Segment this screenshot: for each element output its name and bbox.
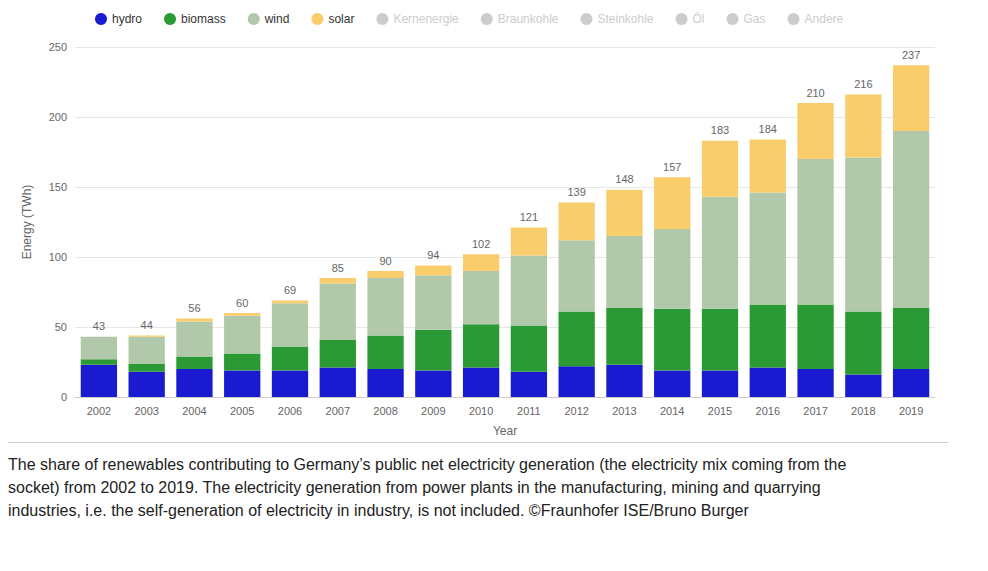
svg-text:69: 69 [284, 284, 296, 296]
svg-text:2003: 2003 [134, 405, 158, 417]
html-text:The share of renewables contri: The share of renewables contributing to … [8, 456, 847, 519]
svg-text:184: 184 [759, 123, 777, 135]
svg-text:2014: 2014 [660, 405, 684, 417]
svg-text:148: 148 [615, 173, 633, 185]
svg-text:100: 100 [49, 251, 67, 263]
svg-text:2005: 2005 [230, 405, 254, 417]
svg-text:90: 90 [379, 255, 391, 267]
svg-text:216: 216 [854, 78, 872, 90]
svg-text:50: 50 [55, 321, 67, 333]
svg-text:183: 183 [711, 124, 729, 136]
svg-text:2007: 2007 [326, 405, 350, 417]
svg-text:60: 60 [236, 297, 248, 309]
svg-text:2011: 2011 [517, 405, 541, 417]
svg-text:Braunkohle: Braunkohle [498, 12, 559, 26]
svg-text:Kernenergie: Kernenergie [393, 12, 459, 26]
svg-text:43: 43 [93, 320, 105, 332]
svg-text:2016: 2016 [756, 405, 780, 417]
svg-text:2006: 2006 [278, 405, 302, 417]
svg-text:102: 102 [472, 238, 490, 250]
svg-text:2008: 2008 [373, 405, 397, 417]
svg-text:2012: 2012 [564, 405, 588, 417]
svg-text:56: 56 [188, 302, 200, 314]
svg-text:210: 210 [806, 87, 824, 99]
svg-text:200: 200 [49, 111, 67, 123]
svg-text:0: 0 [61, 391, 67, 403]
svg-text:Steinkohle: Steinkohle [597, 12, 653, 26]
svg-text:2019: 2019 [899, 405, 923, 417]
svg-text:Gas: Gas [744, 12, 766, 26]
svg-text:wind: wind [264, 12, 290, 26]
svg-text:2004: 2004 [182, 405, 206, 417]
svg-text:2009: 2009 [421, 405, 445, 417]
svg-text:2017: 2017 [803, 405, 827, 417]
svg-text:250: 250 [49, 41, 67, 53]
svg-text:85: 85 [332, 262, 344, 274]
svg-text:Andere: Andere [805, 12, 844, 26]
svg-text:2013: 2013 [612, 405, 636, 417]
svg-text:biomass: biomass [181, 12, 226, 26]
svg-text:2018: 2018 [851, 405, 875, 417]
svg-text:150: 150 [49, 181, 67, 193]
svg-text:hydro: hydro [112, 12, 142, 26]
svg-text:Öl: Öl [693, 12, 705, 26]
svg-text:2010: 2010 [469, 405, 493, 417]
svg-text:44: 44 [141, 319, 153, 331]
svg-text:2015: 2015 [708, 405, 732, 417]
svg-text:237: 237 [902, 49, 920, 61]
svg-text:Year: Year [493, 424, 517, 438]
svg-text:Energy (TWh): Energy (TWh) [20, 185, 34, 260]
svg-text:157: 157 [663, 161, 681, 173]
svg-text:94: 94 [427, 249, 439, 261]
svg-text:121: 121 [520, 211, 538, 223]
svg-text:solar: solar [328, 12, 354, 26]
svg-text:2002: 2002 [87, 405, 111, 417]
svg-text:139: 139 [567, 186, 585, 198]
